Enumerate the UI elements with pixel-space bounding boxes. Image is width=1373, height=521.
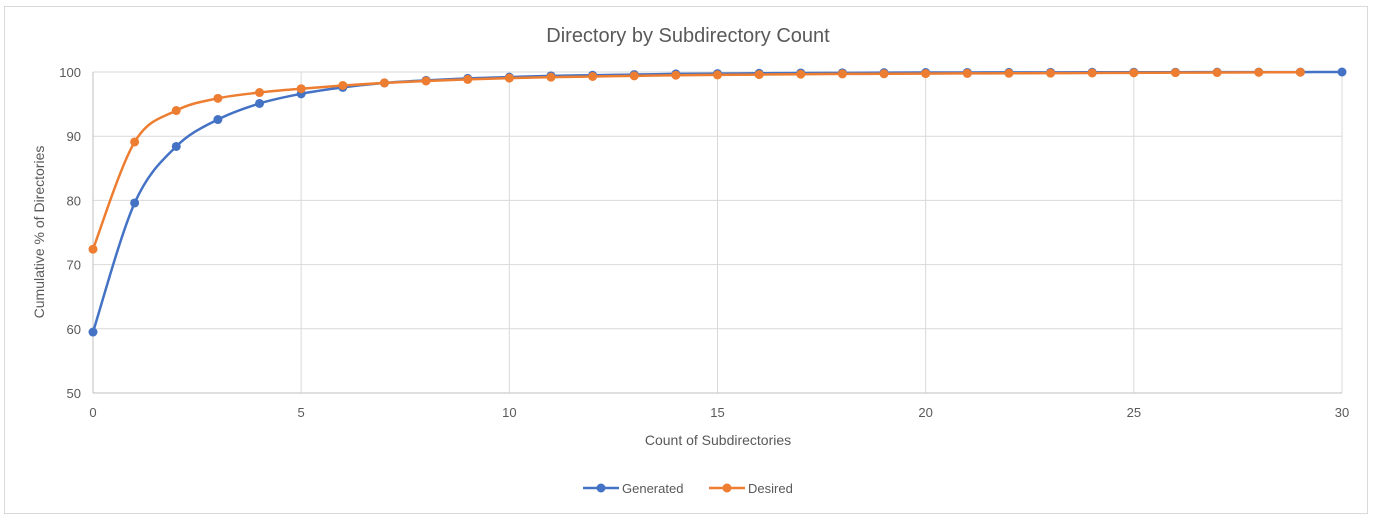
data-point-desired (921, 69, 931, 79)
chart-title: Directory by Subdirectory Count (546, 25, 830, 47)
data-point-desired (1170, 68, 1180, 78)
data-point-desired (546, 72, 556, 82)
data-point-desired (629, 71, 639, 81)
data-point-generated (130, 198, 140, 208)
legend-item-desired: Desired (709, 481, 793, 496)
gridlines (93, 71, 1343, 394)
data-point-desired (1087, 68, 1097, 78)
legend-item-generated: Generated (583, 481, 683, 496)
data-point-desired (588, 71, 598, 81)
y-tick-label: 100 (59, 65, 81, 80)
data-point-desired (1212, 68, 1222, 78)
data-point-generated (255, 98, 265, 108)
x-axis-title: Count of Subdirectories (645, 432, 791, 448)
legend-label: Generated (622, 481, 683, 496)
y-tick-label: 70 (67, 258, 81, 273)
data-point-desired (130, 137, 140, 147)
y-tick-label: 50 (67, 386, 81, 401)
data-point-generated (1337, 67, 1347, 77)
legend-swatch-marker (596, 483, 606, 493)
data-point-desired (879, 69, 889, 79)
data-point-desired (255, 88, 265, 98)
data-point-desired (463, 74, 473, 84)
data-point-generated (88, 327, 98, 337)
x-tick-label: 20 (918, 405, 932, 420)
data-point-desired (504, 73, 514, 83)
x-tick-label: 25 (1127, 405, 1141, 420)
data-point-desired (1254, 67, 1264, 77)
x-tick-label: 0 (89, 405, 96, 420)
data-point-desired (1004, 68, 1014, 78)
data-point-desired (754, 70, 764, 80)
data-point-desired (713, 70, 722, 80)
x-tick-label: 5 (298, 405, 305, 420)
data-point-desired (296, 84, 306, 94)
series-desired (88, 67, 1305, 254)
y-tick-label: 80 (67, 193, 81, 208)
x-tick-label: 15 (710, 405, 724, 420)
legend: Generated Desired (583, 481, 793, 496)
chart-frame (4, 6, 1368, 514)
series-layer (88, 67, 1347, 337)
data-point-desired (421, 76, 431, 86)
legend-swatch-marker (722, 483, 732, 493)
data-point-generated (171, 141, 181, 151)
data-point-generated (213, 115, 223, 125)
data-point-desired (1129, 68, 1139, 78)
data-point-desired (671, 70, 681, 80)
data-point-desired (171, 106, 181, 116)
data-point-desired (88, 244, 98, 254)
data-point-desired (213, 93, 223, 103)
data-point-desired (1295, 67, 1305, 77)
data-point-desired (338, 80, 348, 90)
y-axis-title: Cumulative % of Directories (31, 146, 47, 319)
y-tick-label: 60 (67, 322, 81, 337)
data-point-desired (1046, 68, 1056, 78)
axes: 50 60 70 80 90 100 0 5 10 15 20 25 30 (59, 65, 1349, 420)
x-tick-label: 10 (502, 405, 516, 420)
x-tick-label: 30 (1335, 405, 1349, 420)
legend-label: Desired (748, 481, 793, 496)
data-point-desired (837, 69, 847, 79)
data-point-desired (379, 78, 389, 88)
data-point-desired (962, 68, 972, 78)
data-point-desired (796, 69, 806, 79)
y-tick-label: 90 (67, 129, 81, 144)
